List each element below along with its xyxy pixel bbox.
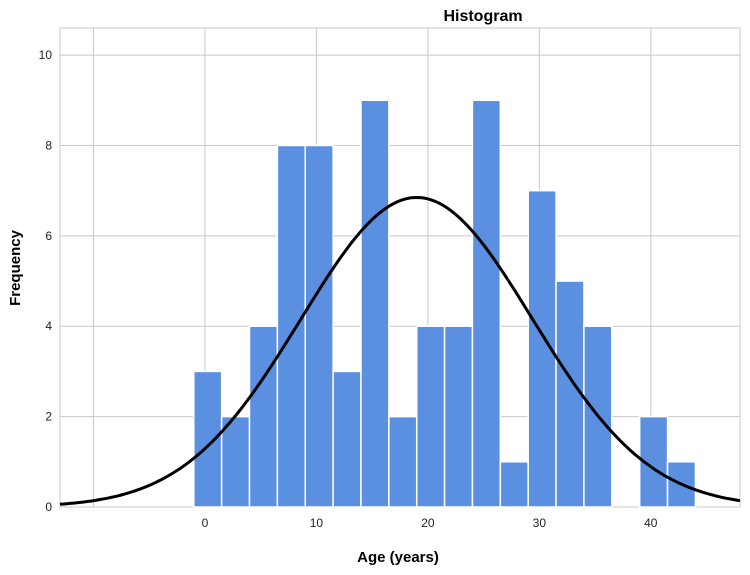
- x-tick-label: 0: [202, 516, 209, 530]
- y-tick-label: 4: [45, 319, 52, 333]
- y-tick-label: 6: [45, 229, 52, 243]
- histogram-bar: [499, 461, 529, 508]
- histogram-bar: [443, 325, 474, 508]
- y-tick-label: 10: [39, 48, 53, 62]
- histogram-bar: [304, 144, 334, 508]
- histogram-bar: [248, 325, 279, 508]
- histogram-bar: [220, 415, 251, 508]
- histogram-bar: [415, 325, 446, 508]
- histogram-bar: [193, 370, 223, 508]
- y-tick-label: 2: [45, 410, 52, 424]
- normal-curve: [59, 195, 741, 506]
- ticks-layer: 0 2 4 6 8 10 0 10 20 30 40: [39, 48, 658, 530]
- y-axis-label: Frequency: [7, 229, 24, 306]
- histogram-bar: [388, 415, 418, 508]
- chart-title: Histogram: [443, 8, 522, 25]
- histogram-bar: [471, 99, 502, 508]
- curve-layer: [59, 195, 741, 506]
- histogram-bar: [332, 370, 362, 508]
- x-tick-label: 10: [310, 516, 324, 530]
- histogram-bar: [276, 144, 306, 508]
- y-tick-label: 0: [45, 500, 52, 514]
- y-tick-label: 8: [45, 138, 52, 152]
- x-tick-label: 30: [533, 516, 547, 530]
- histogram-bar: [360, 99, 390, 508]
- histogram-bar: [555, 280, 585, 508]
- x-tick-label: 20: [421, 516, 435, 530]
- bars-layer: [193, 99, 697, 508]
- x-tick-label: 40: [644, 516, 658, 530]
- x-axis-label: Age (years): [357, 549, 439, 566]
